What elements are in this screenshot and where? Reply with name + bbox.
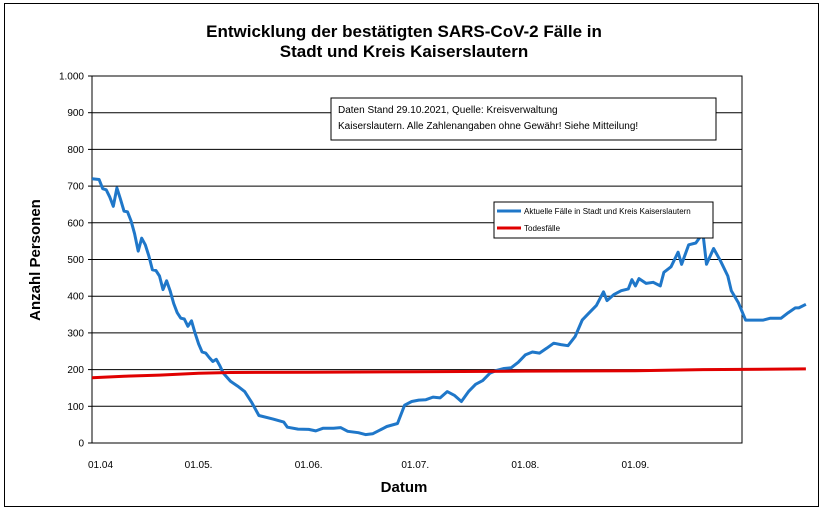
chart-title-line1: Entwicklung der bestätigten SARS-CoV-2 F… <box>206 22 602 41</box>
y-axis-title: Anzahl Personen <box>27 199 44 321</box>
annotation-line2: Kaiserslautern. Alle Zahlenangaben ohne … <box>338 121 638 132</box>
y-tick-label: 500 <box>67 255 84 266</box>
y-tick-label: 600 <box>67 218 84 229</box>
plot-area <box>91 75 743 444</box>
y-tick-label: 700 <box>67 182 84 193</box>
annotation-frame <box>330 97 717 141</box>
x-tick-label: 01.08. <box>511 460 539 471</box>
y-tick-label: 200 <box>67 365 84 376</box>
y-tick-label: 800 <box>67 145 84 156</box>
annotation-line1: Daten Stand 29.10.2021, Quelle: Kreisver… <box>338 105 558 116</box>
legend-label-cases: Aktuelle Fälle in Stadt und Kreis Kaiser… <box>524 207 691 216</box>
legend-label-deaths: Todesfälle <box>524 224 561 233</box>
y-tick-label: 400 <box>67 292 84 303</box>
x-tick-label: 01.06. <box>295 460 323 471</box>
x-tick-label: 01.05. <box>185 460 213 471</box>
x-tick-label: 01.04 <box>88 460 113 471</box>
annotation-box: Daten Stand 29.10.2021, Quelle: Kreisver… <box>330 97 717 141</box>
y-tick-label: 100 <box>67 402 84 413</box>
x-axis-title: Datum <box>381 479 428 496</box>
series-line-1 <box>91 367 806 380</box>
legend: Aktuelle Fälle in Stadt und Kreis Kaiser… <box>493 201 714 239</box>
series-lines <box>91 177 807 437</box>
x-tick-label: 01.09. <box>622 460 650 471</box>
y-tick-label: 0 <box>78 439 84 450</box>
y-tick-labels: 0 100 200 300 400 500 600 700 800 900 1.000 <box>59 72 84 450</box>
y-tick-label: 1.000 <box>59 72 84 83</box>
legend-frame <box>493 201 714 239</box>
chart-title-line2: Stadt und Kreis Kaiserslautern <box>280 42 528 61</box>
series-line-0 <box>91 177 807 437</box>
y-tick-label: 900 <box>67 108 84 119</box>
x-tick-label: 01.07. <box>401 460 429 471</box>
y-tick-label: 300 <box>67 328 84 339</box>
chart-frame <box>4 3 819 507</box>
x-tick-labels: 01.04 01.05. 01.06. 01.07. 01.08. 01.09. <box>88 460 649 471</box>
